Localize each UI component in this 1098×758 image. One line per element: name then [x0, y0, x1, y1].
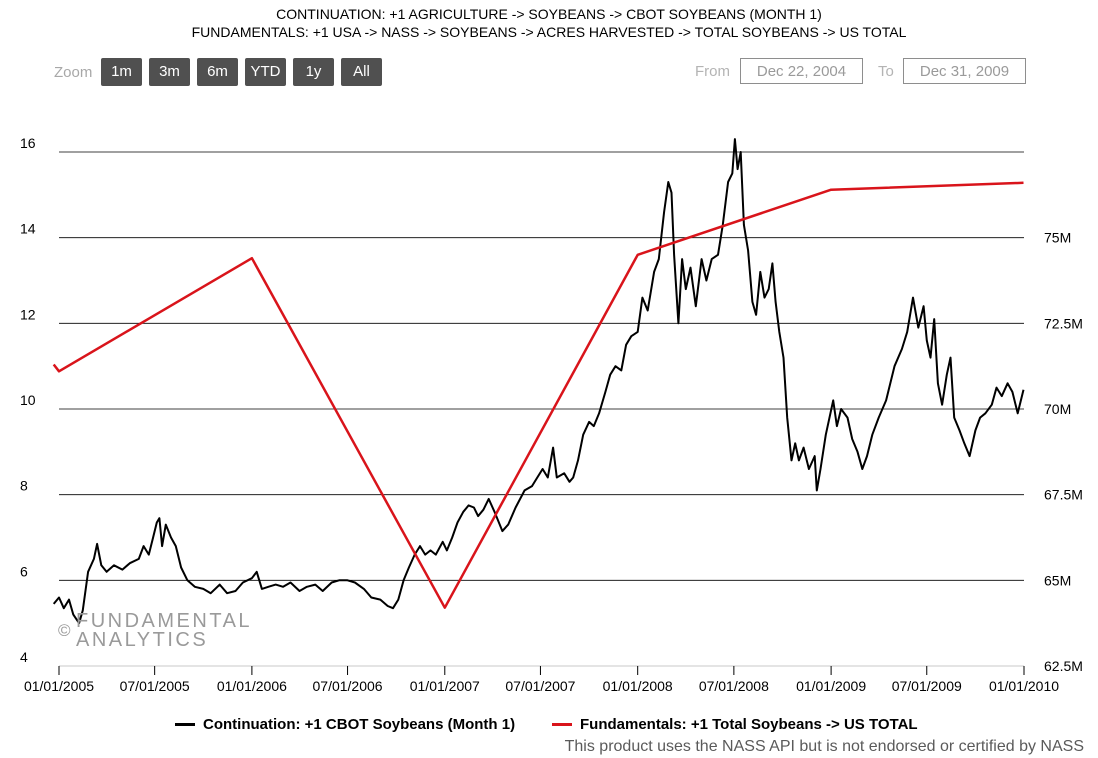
y-right-tick-label: 62.5M	[1044, 658, 1083, 674]
zoom-all-button[interactable]: All	[341, 58, 382, 86]
legend-label-continuation: Continuation: +1 CBOT Soybeans (Month 1)	[203, 716, 516, 733]
y-left-tick-label: 16	[20, 135, 36, 151]
zoom-6m-button[interactable]: 6m	[197, 58, 238, 86]
x-tick-label: 07/01/2005	[120, 678, 190, 694]
series-line-fundamentals	[52, 181, 1024, 609]
range-to-label: To	[878, 63, 894, 80]
zoom-1y-button[interactable]: 1y	[293, 58, 334, 86]
x-tick-label: 07/01/2008	[699, 678, 769, 694]
legend-swatch-red	[552, 722, 572, 726]
chart-title-line-2: FUNDAMENTALS: +1 USA -> NASS -> SOYBEANS…	[191, 24, 907, 40]
x-tick-label: 07/01/2007	[505, 678, 575, 694]
y-right-tick-label: 70M	[1044, 401, 1071, 417]
copyright-symbol: ©	[58, 621, 71, 640]
legend-item-continuation[interactable]: Continuation: +1 CBOT Soybeans (Month 1)	[175, 716, 515, 733]
x-tick-label: 01/01/2010	[989, 678, 1059, 694]
y-left-tick-label: 4	[20, 649, 28, 665]
zoom-3m-button[interactable]: 3m	[149, 58, 190, 86]
y-right-tick-label: 65M	[1044, 572, 1071, 588]
nass-disclaimer: This product uses the NASS API but is no…	[564, 738, 1084, 755]
x-tick-label: 01/01/2009	[796, 678, 866, 694]
fundamental-analytics-watermark: © FUNDAMENTAL ANALYTICS	[58, 610, 253, 651]
watermark-line-1: FUNDAMENTAL	[76, 610, 253, 632]
legend-item-fundamentals[interactable]: Fundamentals: +1 Total Soybeans -> US TO…	[552, 716, 918, 733]
series-line-continuation	[52, 138, 1025, 625]
zoom-label: Zoom	[54, 64, 93, 81]
x-tick-label: 07/01/2009	[892, 678, 962, 694]
y-right-tick-label: 72.5M	[1044, 315, 1083, 331]
range-from-input[interactable]: Dec 22, 2004	[740, 58, 863, 84]
legend-label-fundamentals: Fundamentals: +1 Total Soybeans -> US TO…	[580, 716, 918, 733]
range-to-input[interactable]: Dec 31, 2009	[903, 58, 1026, 84]
y-left-tick-label: 10	[20, 392, 36, 408]
y-right-tick-label: 75M	[1044, 230, 1071, 246]
zoom-ytd-button[interactable]: YTD	[245, 58, 286, 86]
y-left-tick-label: 8	[20, 478, 28, 494]
y-left-tick-label: 12	[20, 306, 36, 322]
x-tick-label: 01/01/2005	[24, 678, 94, 694]
watermark-line-2: ANALYTICS	[76, 629, 209, 651]
chart-title-line-1: CONTINUATION: +1 AGRICULTURE -> SOYBEANS…	[276, 6, 822, 22]
y-right-tick-label: 67.5M	[1044, 487, 1083, 503]
range-from-label: From	[695, 63, 730, 80]
x-tick-label: 01/01/2007	[410, 678, 480, 694]
x-tick-label: 01/01/2006	[217, 678, 287, 694]
y-left-tick-label: 14	[20, 221, 36, 237]
x-tick-label: 07/01/2006	[313, 678, 383, 694]
x-tick-label: 01/01/2008	[603, 678, 673, 694]
y-left-tick-label: 6	[20, 563, 28, 579]
zoom-1m-button[interactable]: 1m	[101, 58, 142, 86]
legend-swatch-black	[175, 722, 195, 726]
